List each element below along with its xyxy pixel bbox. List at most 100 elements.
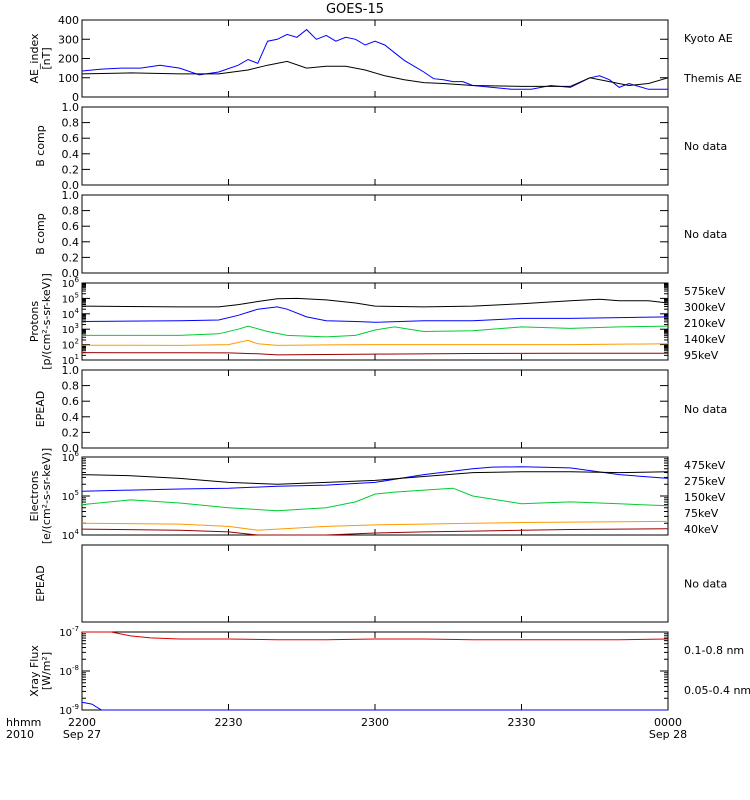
y-tick-label: 0.0	[62, 179, 80, 192]
y-tick-label: 0.6	[62, 220, 80, 233]
panel-frame	[81, 456, 669, 536]
series-40kev	[81, 471, 669, 485]
legend-entry: Kyoto AE	[684, 32, 733, 45]
panel-xray: 10-9 10-8 10-7 Xray Flux [W/m²] 0.1-0.8 nm 0.0…	[28, 625, 750, 717]
x-tick-label: 2330	[508, 716, 536, 729]
series-275kev	[81, 520, 669, 531]
y-tick-label: 400	[58, 14, 79, 27]
y-tick-label: 103	[62, 322, 79, 336]
panel-electrons: 104 105 106 Electrons [e/(cm²-s-sr-keV)] 475k…	[28, 448, 726, 544]
legend-entry: 300keV	[684, 301, 726, 314]
y-tick-label: 102	[62, 338, 79, 352]
y-axis-label: Electrons	[28, 470, 41, 521]
y-tick-label: 200	[58, 53, 79, 66]
y-tick-label: 0.0	[62, 267, 80, 280]
legend-entry: 0.05-0.4 nm	[684, 684, 750, 697]
y-tick-label: 0.4	[62, 148, 80, 161]
x-date-label: Sep 27	[63, 728, 101, 741]
y-tick-label: 101	[62, 353, 79, 367]
legend-entry: 275keV	[684, 475, 726, 488]
y-axis-label: [nT]	[40, 47, 53, 69]
y-axis-label: Protons	[28, 301, 41, 342]
y-tick-label: 1.0	[62, 101, 80, 114]
series-0-05-0-4-nm	[81, 701, 668, 711]
y-tick-label: 0.8	[62, 380, 80, 393]
panel-frame	[81, 194, 669, 274]
no-data-note: No data	[684, 228, 727, 241]
legend-entry: 475keV	[684, 459, 726, 472]
series-kyoto-ae	[81, 28, 668, 90]
x-tick-label: 2230	[215, 716, 243, 729]
panels: 0 100 200 300 400 AE_index [nT] Kyoto AE Themis …	[28, 14, 750, 717]
y-axis-label: EPEAD	[34, 391, 47, 428]
y-tick-label: 0.0	[62, 442, 80, 455]
y-axis-label: [e/(cm²-s-sr-keV)]	[40, 448, 53, 544]
y-tick-label: 106	[62, 450, 80, 464]
y-axis-label: Xray Flux	[28, 645, 41, 697]
corner-label: hhmm	[6, 716, 41, 729]
series-475kev	[81, 528, 669, 536]
legend-entry: 95keV	[684, 349, 719, 362]
y-tick-label: 100	[58, 72, 79, 85]
y-axis-label: B comp	[34, 125, 47, 167]
y-tick-label: 0.8	[62, 205, 80, 218]
x-tick-label: 2200	[68, 716, 96, 729]
panel-bcomp1: 0.0 0.2 0.4 0.6 0.8 1.0 B comp No data	[34, 101, 727, 192]
x-date-label: Sep 28	[649, 728, 687, 741]
y-tick-label: 104	[62, 528, 80, 542]
y-tick-label: 104	[62, 307, 80, 321]
x-tick-label: 0000	[654, 716, 682, 729]
series-210kev	[82, 325, 669, 338]
y-axis-label: AE_index	[28, 33, 41, 84]
y-tick-label: 0.4	[62, 236, 80, 249]
panel-epead1: 0.0 0.2 0.4 0.6 0.8 1.0 EPEAD No data	[34, 364, 727, 455]
legend-entry: 0.1-0.8 nm	[684, 644, 744, 657]
y-tick-label: 10-7	[59, 625, 79, 639]
panel-bcomp2: 0.0 0.2 0.4 0.6 0.8 1.0 B comp No data	[34, 189, 727, 280]
panel-frame	[81, 369, 669, 449]
legend-entry: 210keV	[684, 317, 726, 330]
panel-frame	[81, 282, 669, 361]
series-140kev	[81, 306, 669, 323]
x-tick-label: 2300	[361, 716, 389, 729]
no-data-note: No data	[684, 140, 727, 153]
panel-epead2: EPEAD No data	[34, 544, 727, 623]
series-150kev	[81, 487, 669, 512]
y-tick-label: 10-9	[59, 703, 79, 717]
legend-entry: 140keV	[684, 333, 726, 346]
y-axis-label: [p/(cm²-s-sr-keV)]	[40, 273, 53, 370]
legend-entry: 75keV	[684, 507, 719, 520]
y-tick-label: 105	[62, 291, 79, 305]
y-tick-label: 1.0	[62, 189, 80, 202]
legend-entry: 150keV	[684, 491, 726, 504]
legend-entry: 575keV	[684, 285, 726, 298]
panel-ae: 0 100 200 300 400 AE_index [nT] Kyoto AE Themis …	[28, 14, 742, 104]
y-tick-label: 0.8	[62, 117, 80, 130]
y-axis-label: B comp	[34, 213, 47, 255]
no-data-note: No data	[684, 403, 727, 416]
series-300kev	[81, 339, 669, 346]
panel-frame	[81, 544, 669, 623]
y-tick-label: 0.2	[62, 251, 80, 264]
y-tick-label: 106	[62, 276, 80, 290]
no-data-note: No data	[684, 578, 727, 591]
y-axis-label: EPEAD	[34, 565, 47, 602]
corner-label: 2010	[6, 728, 34, 741]
legend-entry: Themis AE	[683, 72, 742, 85]
series-themis-ae	[81, 60, 669, 87]
series-575kev	[81, 352, 668, 356]
y-tick-label: 1.0	[62, 364, 80, 377]
y-tick-label: 0.6	[62, 395, 80, 408]
panel-frame	[81, 19, 669, 98]
panel-frame	[81, 106, 669, 186]
y-tick-label: 0.4	[62, 411, 80, 424]
panel-frame	[81, 631, 669, 711]
legend-entry: 40keV	[684, 523, 719, 536]
series-95kev	[81, 297, 669, 308]
series-0-1-0-8-nm	[82, 631, 669, 641]
y-tick-label: 105	[62, 489, 79, 503]
y-tick-label: 0.6	[62, 132, 80, 145]
